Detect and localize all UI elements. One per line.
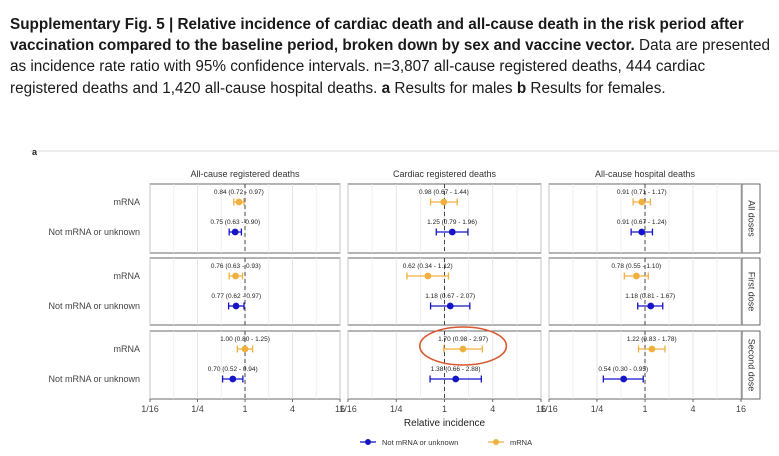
estimate-point xyxy=(231,228,239,236)
row-label-not-mrna-or-unknown: Not mRNA or unknown xyxy=(48,301,140,311)
estimate-label: 0.76 (0.63 - 0.93) xyxy=(211,263,261,270)
estimate-label: 1.38 (0.66 - 2.88) xyxy=(431,366,481,373)
x-tick-label: 1 xyxy=(242,404,247,414)
legend-key-point xyxy=(365,439,371,445)
estimate-point xyxy=(620,375,628,383)
figure-caption: Supplementary Fig. 5 | Relative incidenc… xyxy=(10,14,772,99)
caption-label-a: a xyxy=(381,79,391,97)
estimate-label: 0.54 (0.30 - 0.95) xyxy=(598,366,648,373)
legend-entry-mrna: mRNA xyxy=(510,438,532,447)
row-strip-label-second-dose: Second dose xyxy=(747,339,757,392)
row-label-mrna: mRNA xyxy=(114,197,141,207)
caption-body-2: Results for males xyxy=(390,79,517,97)
estimate-point xyxy=(232,272,239,280)
estimate-point xyxy=(446,302,454,310)
estimate-label: 0.84 (0.72 - 0.97) xyxy=(214,189,264,196)
estimate-label: 0.62 (0.34 - 1.12) xyxy=(403,263,453,270)
column-header-cardiac-registered-deaths: Cardiac registered deaths xyxy=(393,169,497,179)
x-tick-label: 4 xyxy=(490,404,495,414)
estimate-point xyxy=(638,228,646,236)
row-strip xyxy=(741,183,761,254)
estimate-label: 1.25 (0.79 - 1.96) xyxy=(427,219,477,226)
caption-body-3: Results for females. xyxy=(526,79,666,97)
row-label-mrna: mRNA xyxy=(114,344,141,354)
estimate-point xyxy=(648,345,656,353)
estimate-point xyxy=(632,272,640,280)
x-tick-label: 1/4 xyxy=(191,404,204,414)
row-strip-label-all-doses: All doses xyxy=(747,200,757,237)
column-header-all-cause-registered-deaths: All-cause registered deaths xyxy=(190,169,300,179)
x-axis-title: Relative incidence xyxy=(404,418,486,429)
x-tick-label: 16 xyxy=(536,404,546,414)
estimate-label: 1.70 (0.98 - 2.97) xyxy=(438,336,488,343)
caption-body-1: Data are presented as incidence rate rat… xyxy=(10,37,771,97)
estimate-point xyxy=(647,302,655,310)
x-tick-label: 1/16 xyxy=(540,404,558,414)
legend-entry-not-mrna-or-unknown: Not mRNA or unknown xyxy=(382,438,458,447)
estimate-label: 0.91 (0.67 - 1.24) xyxy=(617,219,667,226)
estimate-label: 0.98 (0.67 - 1.44) xyxy=(419,189,469,196)
x-tick-label: 1/16 xyxy=(141,404,159,414)
estimate-point xyxy=(229,375,237,383)
estimate-label: 1.00 (0.80 - 1.25) xyxy=(220,336,270,343)
x-tick-label: 16 xyxy=(335,404,345,414)
row-label-not-mrna-or-unknown: Not mRNA or unknown xyxy=(48,227,140,237)
x-tick-label: 1 xyxy=(642,404,647,414)
row-strip xyxy=(741,330,761,400)
estimate-point xyxy=(235,198,243,206)
row-label-not-mrna-or-unknown: Not mRNA or unknown xyxy=(48,374,140,384)
x-tick-label: 1 xyxy=(442,404,447,414)
estimate-label: 0.70 (0.52 - 0.94) xyxy=(208,366,258,373)
x-tick-label: 1/16 xyxy=(339,404,357,414)
estimate-label: 1.22 (0.83 - 1.78) xyxy=(627,336,677,343)
estimate-label: 0.75 (0.63 - 0.90) xyxy=(210,219,260,226)
estimate-point xyxy=(638,198,646,206)
estimate-point xyxy=(459,345,467,353)
x-tick-label: 1/4 xyxy=(591,404,604,414)
x-tick-label: 16 xyxy=(736,404,746,414)
highlight-circle xyxy=(418,326,508,366)
estimate-label: 1.18 (0.67 - 2.07) xyxy=(425,293,475,300)
legend-key-point xyxy=(493,439,499,445)
estimate-label: 0.78 (0.55 - 1.10) xyxy=(611,263,661,270)
estimate-label: 0.91 (0.71 - 1.17) xyxy=(617,189,667,196)
row-strip-label-first-dose: First dose xyxy=(747,272,757,312)
row-strip xyxy=(741,257,761,326)
estimate-label: 1.18 (0.81 - 1.67) xyxy=(625,293,675,300)
estimate-label: 0.77 (0.62 - 0.97) xyxy=(211,293,261,300)
x-tick-label: 4 xyxy=(290,404,295,414)
estimate-point xyxy=(440,198,448,206)
caption-label-b: b xyxy=(516,79,527,97)
estimate-point xyxy=(241,345,249,353)
column-header-all-cause-hospital-deaths: All-cause hospital deaths xyxy=(595,169,696,179)
panel-label-a: a xyxy=(32,147,38,157)
caption-title: Supplementary Fig. 5 | Relative incidenc… xyxy=(10,16,744,55)
x-tick-label: 4 xyxy=(690,404,695,414)
estimate-point xyxy=(452,375,460,383)
estimate-point xyxy=(424,272,432,280)
x-tick-label: 1/4 xyxy=(390,404,403,414)
estimate-point xyxy=(448,228,456,236)
row-label-mrna: mRNA xyxy=(114,271,141,281)
estimate-point xyxy=(232,302,240,310)
